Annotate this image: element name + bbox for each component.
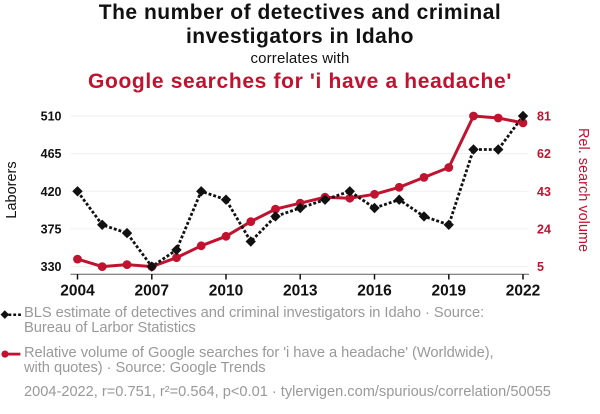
svg-text:420: 420: [41, 185, 62, 199]
svg-text:465: 465: [41, 147, 62, 161]
svg-text:Laborers: Laborers: [4, 161, 20, 218]
svg-text:62: 62: [537, 147, 551, 161]
svg-text:81: 81: [537, 110, 551, 124]
svg-text:5: 5: [537, 260, 544, 274]
svg-text:510: 510: [41, 110, 62, 124]
svg-text:2007: 2007: [135, 283, 169, 300]
svg-text:375: 375: [41, 222, 62, 236]
svg-text:24: 24: [537, 222, 551, 236]
svg-text:Rel. search volume: Rel. search volume: [575, 128, 591, 252]
svg-text:330: 330: [41, 260, 62, 274]
svg-text:2016: 2016: [357, 283, 392, 300]
svg-text:2013: 2013: [283, 283, 318, 300]
svg-text:2019: 2019: [432, 283, 467, 300]
svg-text:2004: 2004: [60, 283, 95, 300]
svg-text:2022: 2022: [506, 283, 540, 300]
svg-text:43: 43: [537, 185, 551, 199]
svg-text:2010: 2010: [209, 283, 243, 300]
